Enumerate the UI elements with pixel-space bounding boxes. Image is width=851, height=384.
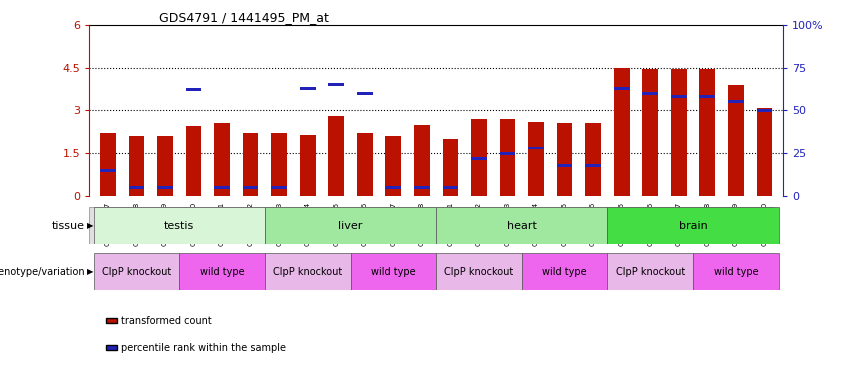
Bar [500, 119, 516, 196]
Bar [437, 207, 608, 244]
Bar [728, 85, 744, 196]
Bar [243, 186, 259, 189]
Bar [271, 133, 287, 196]
Text: percentile rank within the sample: percentile rank within the sample [121, 343, 286, 353]
Bar [671, 69, 687, 196]
Bar [243, 133, 259, 196]
Text: genotype/variation: genotype/variation [0, 266, 85, 277]
Bar [300, 87, 316, 89]
Bar [471, 119, 487, 196]
Bar [443, 139, 458, 196]
Bar [728, 101, 744, 103]
Bar [300, 135, 316, 196]
Text: wild type: wild type [542, 266, 587, 277]
Bar [265, 253, 351, 290]
Bar [608, 207, 779, 244]
Text: heart: heart [507, 220, 537, 231]
Bar [757, 109, 772, 112]
Bar [528, 147, 544, 149]
Bar [471, 157, 487, 160]
Bar [671, 95, 687, 98]
Text: brain: brain [678, 220, 707, 231]
Text: GDS4791 / 1441495_PM_at: GDS4791 / 1441495_PM_at [158, 11, 328, 24]
Bar [100, 133, 116, 196]
Text: ClpP knockout: ClpP knockout [102, 266, 171, 277]
Bar [129, 136, 145, 196]
Bar [700, 69, 715, 196]
Bar [94, 207, 265, 244]
Bar [443, 186, 458, 189]
Text: ▶: ▶ [87, 221, 94, 230]
Text: liver: liver [339, 220, 363, 231]
Bar [271, 186, 287, 189]
Bar [437, 253, 522, 290]
Bar [214, 186, 230, 189]
Bar [608, 253, 693, 290]
Text: wild type: wild type [200, 266, 244, 277]
Text: ClpP knockout: ClpP knockout [615, 266, 685, 277]
Bar [757, 108, 772, 196]
Bar [585, 123, 601, 196]
Bar [180, 253, 265, 290]
Text: ClpP knockout: ClpP knockout [273, 266, 342, 277]
Bar [94, 253, 180, 290]
Bar [522, 253, 608, 290]
Text: transformed count: transformed count [121, 316, 212, 326]
Bar [186, 126, 202, 196]
Text: ClpP knockout: ClpP knockout [444, 266, 513, 277]
Text: wild type: wild type [371, 266, 415, 277]
Bar [357, 133, 373, 196]
Bar [351, 253, 437, 290]
Bar [700, 95, 715, 98]
Bar [414, 125, 430, 196]
Bar [157, 186, 173, 189]
Bar [157, 136, 173, 196]
Bar [643, 69, 658, 196]
Bar [265, 207, 437, 244]
Bar [414, 186, 430, 189]
Bar [585, 164, 601, 167]
Bar [643, 92, 658, 95]
Bar [214, 123, 230, 196]
Bar [614, 87, 630, 89]
Bar [614, 68, 630, 196]
Text: wild type: wild type [713, 266, 758, 277]
Bar [557, 164, 573, 167]
Bar [129, 186, 145, 189]
Bar [357, 92, 373, 95]
Bar [328, 116, 344, 196]
Bar [557, 123, 573, 196]
Bar [100, 169, 116, 172]
Bar [500, 152, 516, 154]
Text: tissue: tissue [52, 220, 85, 231]
Text: ▶: ▶ [87, 267, 94, 276]
Text: testis: testis [164, 220, 194, 231]
Bar [186, 88, 202, 91]
Bar [528, 122, 544, 196]
Bar [693, 253, 779, 290]
Bar [386, 136, 401, 196]
Bar [386, 186, 401, 189]
Bar [328, 83, 344, 86]
